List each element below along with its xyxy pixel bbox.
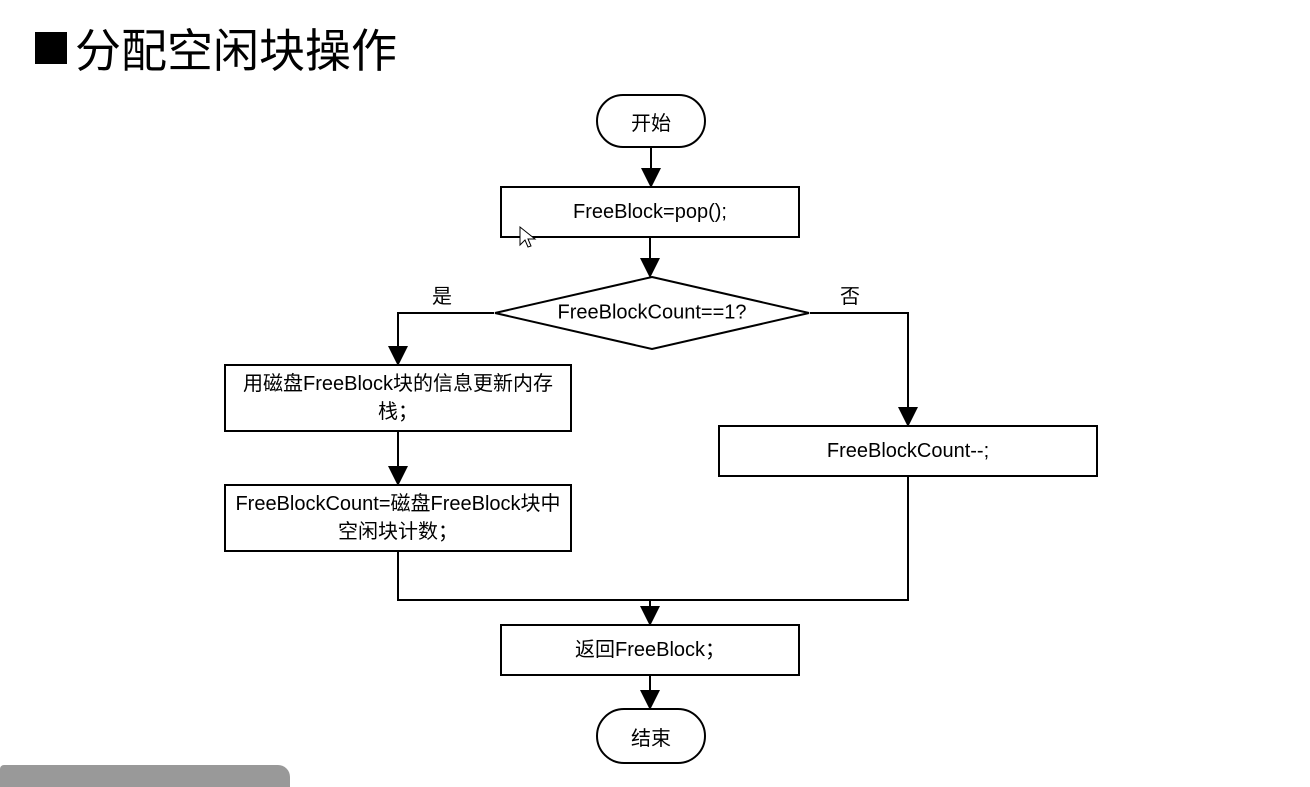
bottom-tab bbox=[0, 765, 290, 787]
mouse-cursor-icon bbox=[518, 225, 538, 251]
flowchart-container: 开始 FreeBlock=pop(); FreeBlockCount==1? 用磁盘F… bbox=[0, 90, 1310, 770]
page-title: 分配空闲块操作 bbox=[75, 15, 397, 81]
node-no1: FreeBlockCount--; bbox=[718, 425, 1098, 477]
node-pop: FreeBlock=pop(); bbox=[500, 186, 800, 238]
node-yes1: 用磁盘FreeBlock块的信息更新内存栈； bbox=[224, 364, 572, 432]
node-yes2: FreeBlockCount=磁盘FreeBlock块中空闲块计数； bbox=[224, 484, 572, 552]
node-decision: FreeBlockCount==1? bbox=[494, 276, 810, 350]
title-row: 分配空闲块操作 bbox=[35, 15, 397, 81]
bullet-icon bbox=[35, 32, 67, 64]
node-return: 返回FreeBlock； bbox=[500, 624, 800, 676]
edge-label-否: 否 bbox=[840, 280, 860, 309]
node-end: 结束 bbox=[596, 708, 706, 764]
node-start: 开始 bbox=[596, 94, 706, 148]
edge-label-是: 是 bbox=[432, 280, 452, 309]
